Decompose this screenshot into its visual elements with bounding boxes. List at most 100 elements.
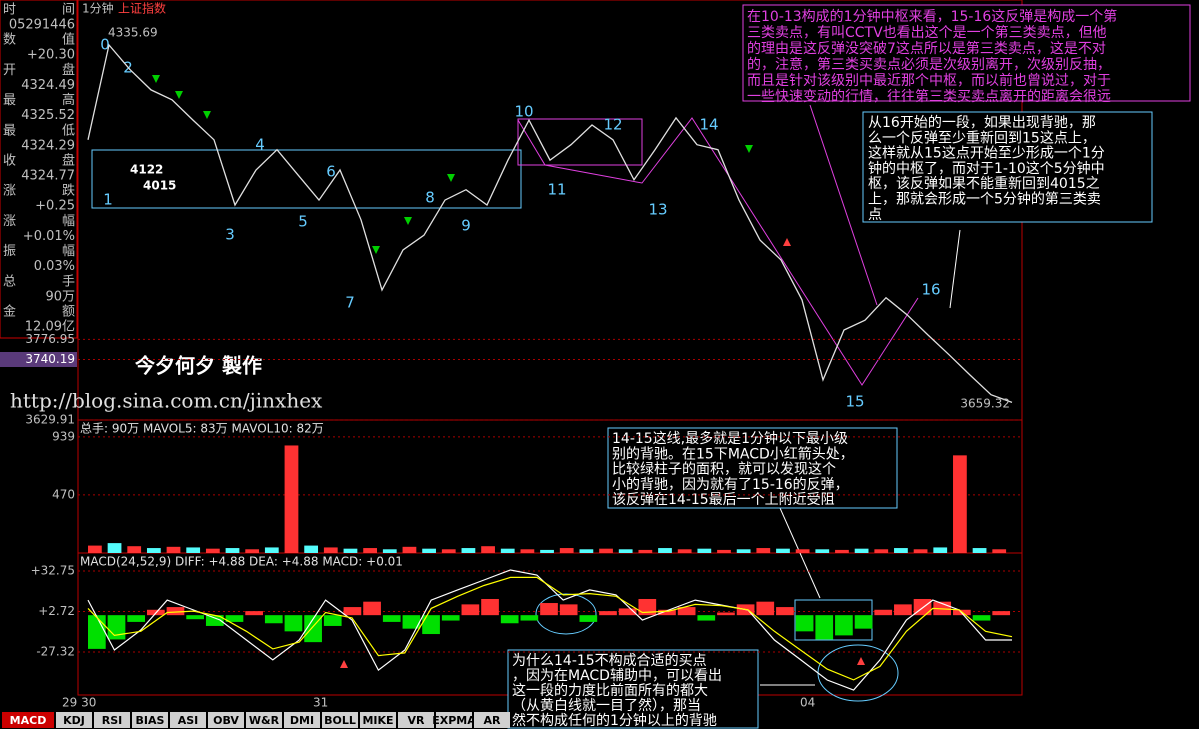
tab-label[interactable]: AR [484,714,502,727]
tab[interactable] [360,712,396,728]
volume-bar [88,545,102,553]
sidebar-label: 额 [62,305,75,320]
volume-bar [658,548,672,553]
volume-bar [638,549,653,553]
sidebar-value: 4325.52 [21,108,75,123]
volume-bar [697,548,712,553]
y-tick-label: -27.32 [36,645,75,659]
annotation-line: 别的背驰。在15下MACD小红箭头处， [612,445,854,462]
volume-bar [382,549,397,553]
macd-bar [835,615,853,636]
sidebar-label: 涨 [3,184,16,199]
macd-bar [402,615,421,629]
tab-label[interactable]: MACD [10,714,47,727]
volume-bar [953,455,967,553]
volume-bar [245,549,260,553]
macd-bar [461,604,480,616]
macd-bar [107,615,126,640]
tab-label[interactable]: DMI [290,714,314,727]
tab[interactable] [56,712,92,728]
sidebar-label: 幅 [62,244,75,259]
annotation-line: 14-15这线,最多就是1分钟以下最小级 [612,430,848,447]
macd-bar [815,615,834,640]
macd-bar [127,615,146,622]
tab[interactable] [246,712,282,728]
volume-bar [913,549,928,553]
volume-bar [972,548,987,553]
zone-label: 4122 [130,163,163,177]
macd-bar [88,615,106,649]
annotation-line: （从黄白线就一目了然），那当 [512,697,701,714]
macd-bar [166,607,185,616]
volume-bar [874,549,889,553]
volume-bar [284,445,299,553]
sidebar-value: 05291446 [9,18,75,33]
macd-bar [422,615,440,635]
annotation-line: 比较绿柱子的面积，就可以发现这个 [612,461,836,478]
tab[interactable] [398,712,434,728]
tab[interactable] [284,712,320,728]
annotation-box [862,111,1153,223]
macd-bar [795,615,814,632]
macd-bar [205,615,224,626]
tab-label[interactable]: BOLL [324,714,356,727]
annotation-line: 该反弹在14-15最后一个上附近受阻 [612,492,835,508]
annotation-line: 从16开始的一段，如果出现背驰，那 [868,115,1096,131]
zone-box [91,149,522,209]
tab[interactable] [208,712,244,728]
macd-bar [225,615,244,622]
y-tick-label: 3629.91 [25,413,75,427]
macd-bar [776,607,794,616]
volume-bar [461,548,476,553]
tab-label[interactable]: EXPMA [432,714,476,727]
macd-bar [481,598,499,616]
volume-bar [264,547,279,553]
volume-bar [441,549,456,553]
volume-bar [992,549,1007,553]
sidebar-label: 低 [62,123,75,138]
macd-bar [992,611,1011,616]
tab-label[interactable]: KDJ [63,714,85,727]
tab[interactable] [2,712,54,728]
wave-label: 6 [326,163,336,181]
wave-label: 14 [699,116,718,134]
tab-label[interactable]: VR [408,714,426,727]
sidebar-value: +20.30 [27,48,75,63]
volume-bar [599,548,613,553]
tab-label[interactable]: W&R [249,714,280,727]
panel-title: MACD(24,52,9) DIFF: +4.88 DEA: +4.88 MAC… [80,555,403,569]
tab[interactable] [474,712,510,728]
macd-bar [186,615,204,620]
sidebar-value: 4324.49 [21,78,75,93]
wave-label: 8 [425,189,435,207]
pointer [949,229,961,309]
tab-label[interactable]: BIAS [136,714,165,727]
tab[interactable] [170,712,206,728]
annotation-box [507,649,759,729]
volume-bar [795,549,810,553]
tab-label[interactable]: RSI [102,714,123,727]
annotation-line: 一些快速变动的行情，往往第三类买卖点离开的距离会很远 [747,88,1111,105]
tab[interactable] [322,712,358,728]
macd-bar [697,615,716,621]
tab[interactable] [132,712,168,728]
tab-label[interactable]: MIKE [362,714,393,727]
tab-label[interactable]: OBV [213,714,239,727]
wave-label: 3 [225,226,235,244]
arrows [152,75,753,254]
highlight-circle [535,593,597,635]
sidebar-label: 盘 [62,62,75,78]
macd-bar [559,604,578,616]
macd-bar [756,601,775,616]
tab-label[interactable]: ASI [178,714,199,727]
macd-bar [717,612,735,616]
sidebar-label: 收 [3,154,16,169]
tab[interactable] [436,712,472,728]
tab[interactable] [94,712,130,728]
volume-bar [815,549,830,553]
volume-bar [776,548,790,553]
sidebar-value: 90万 [45,289,75,304]
sidebar-label: 开 [3,63,16,78]
sidebar-label: 涨 [3,214,16,229]
sidebar-label: 振 [3,244,16,259]
